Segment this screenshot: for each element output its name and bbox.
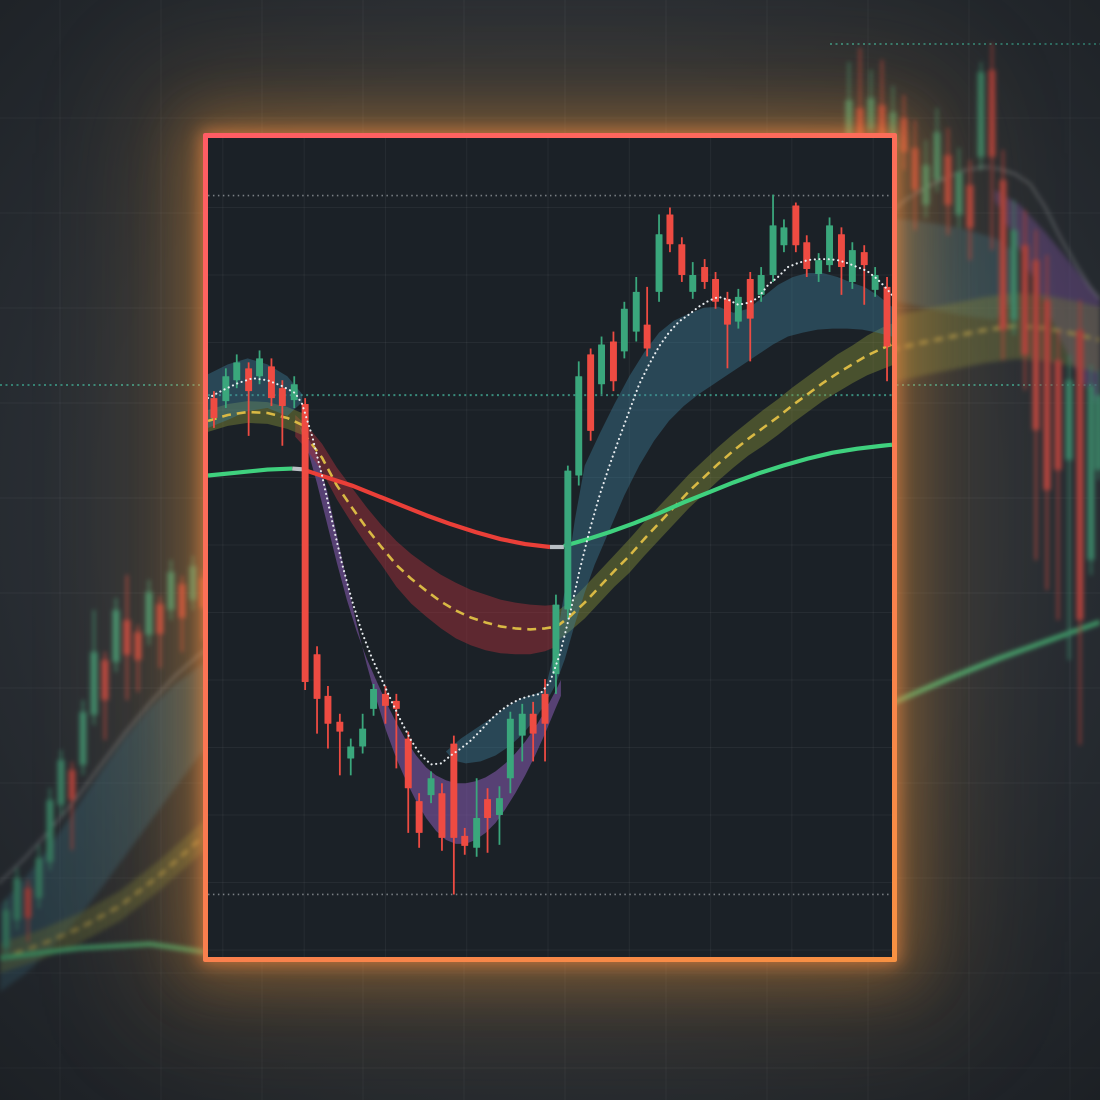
zoomed-chart-panel xyxy=(208,138,892,957)
zoomed-chart xyxy=(208,138,892,957)
highlight-zoom-frame xyxy=(203,133,897,962)
